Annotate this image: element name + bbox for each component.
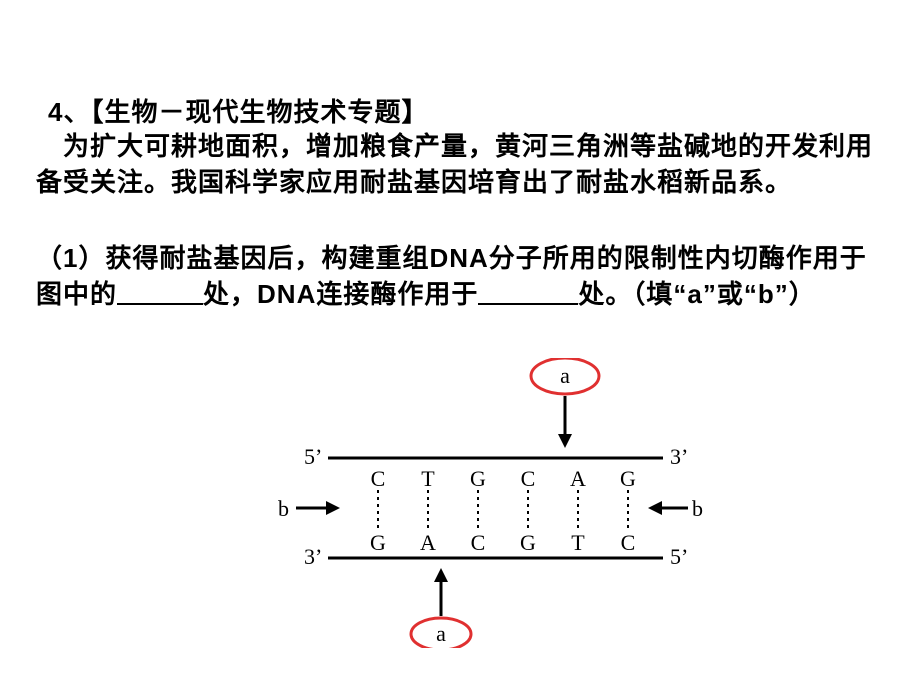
blank-2 [478, 279, 578, 305]
bottom-base-3: G [520, 530, 536, 555]
top-bases: C T G C A G [371, 466, 636, 491]
bottom-base-0: G [370, 530, 386, 555]
bottom-a-arrow-head [434, 568, 448, 582]
bottom-bases: G A C G T C [370, 530, 635, 555]
question-number: 4、 [48, 97, 90, 127]
dna-diagram: a 5’ 3’ 3’ 5’ C T G C A G G A C G T C [268, 358, 708, 648]
top-base-0: C [371, 466, 386, 491]
h-bonds [378, 490, 628, 530]
right-b-arrow-head [648, 501, 662, 515]
top-a-label: a [560, 363, 570, 388]
bottom-left-3prime: 3’ [304, 544, 322, 569]
bottom-base-1: A [420, 530, 436, 555]
question-header: 4、【生物－现代生物技术专题】 [48, 92, 428, 129]
top-base-1: T [421, 466, 435, 491]
blank-1 [117, 279, 203, 305]
left-b-label: b [278, 496, 289, 521]
bottom-base-4: T [571, 530, 585, 555]
top-right-3prime: 3’ [670, 444, 688, 469]
question-title: 【生物－现代生物技术专题】 [90, 97, 428, 127]
top-base-5: G [620, 466, 636, 491]
page: 4、【生物－现代生物技术专题】 为扩大可耕地面积，增加粮食产量，黄河三角洲等盐碱… [0, 0, 920, 690]
left-b-arrow-head [326, 501, 340, 515]
bottom-right-5prime: 5’ [670, 544, 688, 569]
right-b-label: b [692, 496, 703, 521]
sub1-text-c: 处。（填“a”或“b”） [578, 279, 815, 309]
sub-question-1: （1）获得耐盐基因后，构建重组DNA分子所用的限制性内切酶作用于图中的处，DNA… [36, 240, 886, 312]
bottom-base-5: C [621, 530, 636, 555]
top-base-2: G [470, 466, 486, 491]
sub1-text-b: 处，DNA连接酶作用于 [203, 279, 478, 309]
bottom-base-2: C [471, 530, 486, 555]
top-base-3: C [521, 466, 536, 491]
intro-paragraph: 为扩大可耕地面积，增加粮食产量，黄河三角洲等盐碱地的开发利用备受关注。我国科学家… [36, 128, 886, 200]
top-a-arrow-head [558, 434, 572, 448]
top-base-4: A [570, 466, 586, 491]
bottom-a-label: a [436, 621, 446, 646]
top-left-5prime: 5’ [304, 444, 322, 469]
